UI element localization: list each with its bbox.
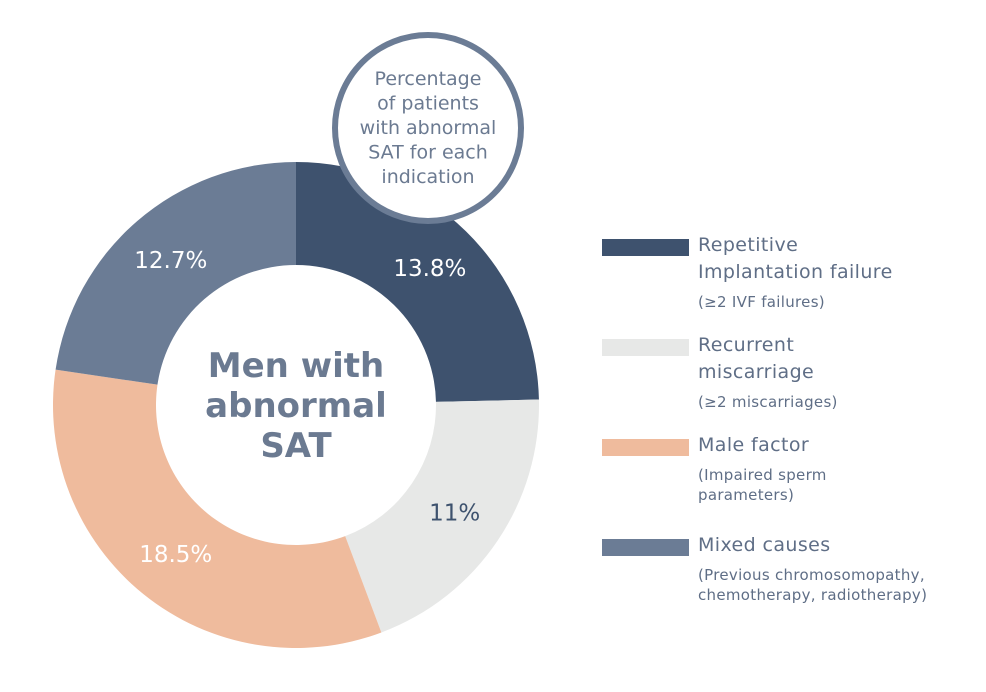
slice-value-label: 18.5% [139,542,212,568]
legend-item-recurrent-miscarriage: Recurrent miscarriage (≥2 miscarriages) [602,332,838,412]
slice-value-label: 11% [429,500,480,526]
slice-value-label: 12.7% [134,248,207,274]
legend-label: Male factor [698,434,810,456]
annotation-line: with abnormal [360,117,497,139]
annotation-line: of patients [377,93,479,115]
legend-swatch [602,539,689,556]
legend-description: (Impaired sperm parameters) [698,466,827,504]
chart-center-title: Men with abnormal SAT [205,346,387,466]
slice-recurrent-miscarriage [345,399,540,633]
center-title-line: Men with [208,346,384,386]
center-title-line: abnormal [205,386,387,426]
slice-male-factor [53,369,382,648]
legend-description: (≥2 IVF failures) [698,293,825,311]
legend-label: Mixed causes [698,534,831,556]
legend-description: (≥2 miscarriages) [698,393,838,411]
donut-slices [53,162,540,648]
legend-label: Recurrent miscarriage [698,334,815,383]
annotation-bubble: Percentage of patients with abnormal SAT fo… [332,32,524,224]
slice-mixed-causes [55,162,296,385]
legend-swatch [602,339,689,356]
legend-swatch [602,239,689,256]
annotation-line: Percentage [375,68,482,90]
legend-item-mixed-causes: Mixed causes (Previous chromosomopathy, … [602,532,927,605]
legend-item-male-factor: Male factor (Impaired sperm parameters) [602,432,827,505]
legend-swatch [602,439,689,456]
annotation-line: SAT for each [368,142,488,164]
slice-repetitive-implantation-failure [296,162,539,402]
annotation-line: indication [381,166,474,188]
slice-labels: 13.8% 11% 18.5% 12.7% [134,248,480,568]
legend-description: (Previous chromosomopathy, chemotherapy,… [698,566,928,604]
legend-label: Repetitive Implantation failure [698,234,893,283]
legend-item-repetitive-implantation-failure: Repetitive Implantation failure (≥2 IVF … [602,232,893,312]
slice-value-label: 13.8% [393,256,466,282]
center-title-line: SAT [260,426,332,466]
annotation-text: Percentage of patients with abnormal SAT fo… [360,68,497,188]
